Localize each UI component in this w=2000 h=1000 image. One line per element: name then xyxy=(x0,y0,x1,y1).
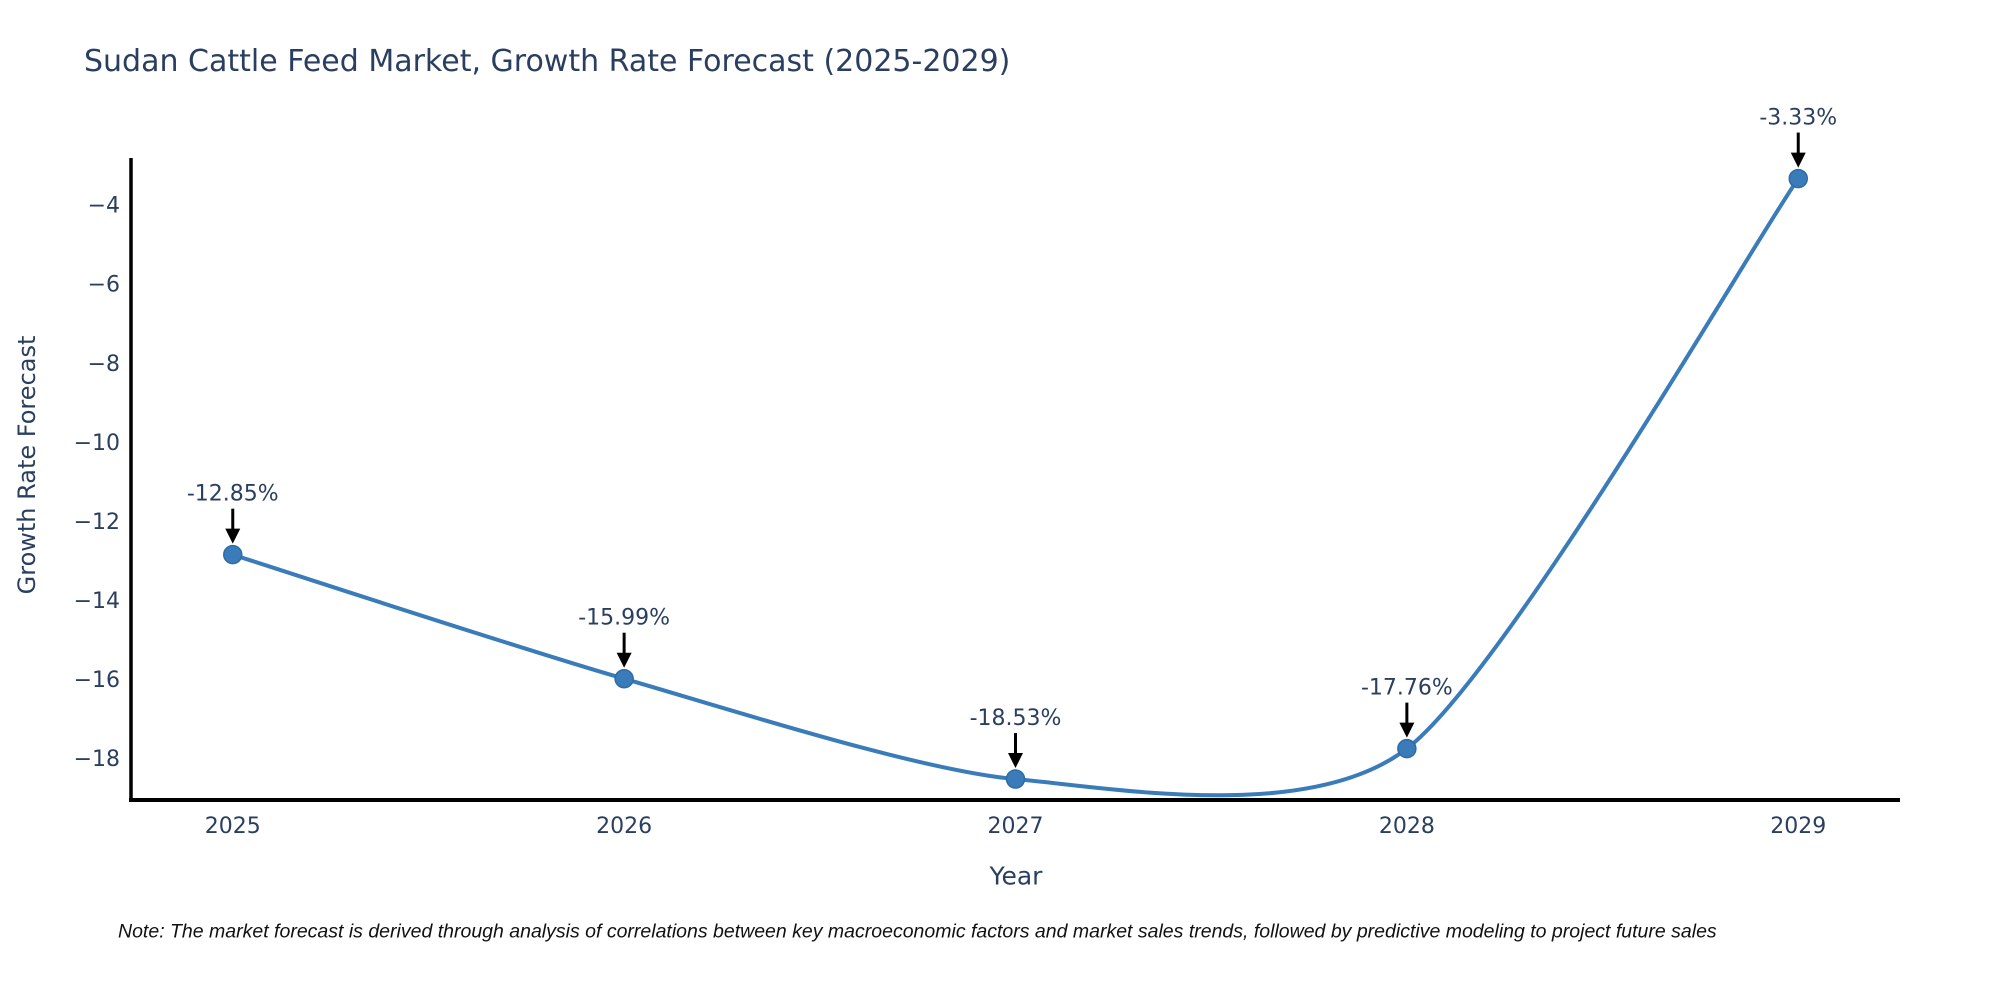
y-tick-label: −4 xyxy=(88,194,120,219)
annotation-arrowhead-icon xyxy=(616,652,632,668)
x-tick-label: 2025 xyxy=(205,814,261,839)
data-point-2027[interactable] xyxy=(1005,769,1026,789)
y-tick-label: −18 xyxy=(74,747,120,772)
x-tick-label: 2026 xyxy=(596,814,652,839)
y-tick-label: −8 xyxy=(88,352,120,377)
point-annotation: -15.99% xyxy=(578,606,670,668)
data-point-2029[interactable] xyxy=(1788,168,1808,189)
footnote: Note: The market forecast is derived thr… xyxy=(118,920,1717,943)
x-axis-title: Year xyxy=(989,861,1043,891)
annotation-arrowhead-icon xyxy=(1790,152,1806,168)
data-point-2026[interactable] xyxy=(614,668,634,689)
annotation-label: -17.76% xyxy=(1361,676,1453,701)
annotation-arrowhead-icon xyxy=(1399,722,1415,738)
chart-title: Sudan Cattle Feed Market, Growth Rate Fo… xyxy=(84,44,1011,79)
data-point-2025[interactable] xyxy=(223,544,243,565)
annotation-label: -15.99% xyxy=(578,606,670,631)
x-tick-label: 2029 xyxy=(1770,814,1826,839)
point-annotation: -18.53% xyxy=(970,706,1062,769)
point-annotation: -17.76% xyxy=(1361,676,1453,738)
y-tick-label: −6 xyxy=(88,273,120,298)
y-tick-label: −14 xyxy=(74,589,120,614)
data-point-2028[interactable] xyxy=(1397,738,1417,759)
x-tick-label: 2027 xyxy=(988,814,1044,839)
annotation-label: -12.85% xyxy=(187,482,279,507)
y-tick-label: −10 xyxy=(74,431,120,456)
annotation-label: -18.53% xyxy=(970,706,1062,731)
x-tick-label: 2028 xyxy=(1379,814,1435,839)
point-annotation: -12.85% xyxy=(187,482,279,544)
annotation-arrowhead-icon xyxy=(1008,753,1023,769)
series-line[interactable] xyxy=(232,177,1800,798)
y-tick-label: −16 xyxy=(74,668,120,693)
annotation-arrowhead-icon xyxy=(225,528,241,544)
annotation-label: -3.33% xyxy=(1759,106,1837,131)
y-tick-label: −12 xyxy=(74,510,120,535)
point-annotation: -3.33% xyxy=(1759,106,1837,168)
